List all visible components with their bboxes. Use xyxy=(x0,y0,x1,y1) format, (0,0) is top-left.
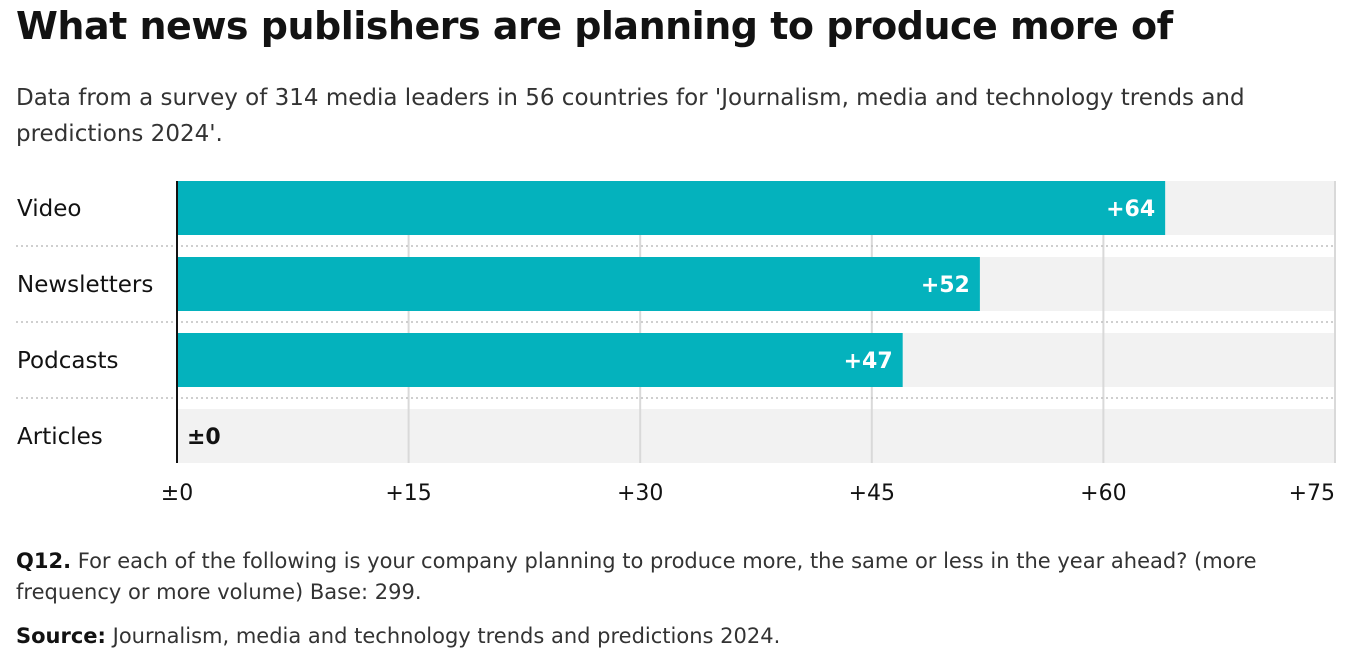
data-label: +52 xyxy=(921,273,970,298)
source-text: Journalism, media and technology trends … xyxy=(112,624,781,648)
category-label: Podcasts xyxy=(17,348,118,374)
tick-label: +30 xyxy=(617,481,663,506)
source-label: Source: xyxy=(16,624,106,648)
bar xyxy=(177,181,1166,235)
tick-label: +60 xyxy=(1080,481,1126,506)
chart-subtitle: Data from a survey of 314 media leaders … xyxy=(16,85,1245,147)
source-note: Source: Journalism, media and technology… xyxy=(16,621,780,651)
tick-label: +75 xyxy=(1289,481,1335,506)
data-label: ±0 xyxy=(187,425,221,450)
bar xyxy=(177,333,903,387)
question-footnote: Q12. For each of the following is your c… xyxy=(16,546,1336,608)
bar-chart: Video +64 Newsletters +52 Podcasts +47 Article… xyxy=(16,181,1336,506)
tick-label: +45 xyxy=(849,481,895,506)
category-label: Articles xyxy=(17,424,103,450)
category-label: Video xyxy=(17,196,81,222)
category-label: Newsletters xyxy=(17,272,153,298)
tick-label: ±0 xyxy=(161,481,193,506)
question-label: Q12. xyxy=(16,549,72,573)
bar-track xyxy=(177,409,1335,463)
data-label: +47 xyxy=(844,349,893,374)
bar xyxy=(177,257,980,311)
tick-label: +15 xyxy=(385,481,431,506)
data-label: +64 xyxy=(1106,197,1155,222)
chart-title: What news publishers are planning to pro… xyxy=(16,4,1173,48)
question-text: For each of the following is your compan… xyxy=(16,549,1257,604)
